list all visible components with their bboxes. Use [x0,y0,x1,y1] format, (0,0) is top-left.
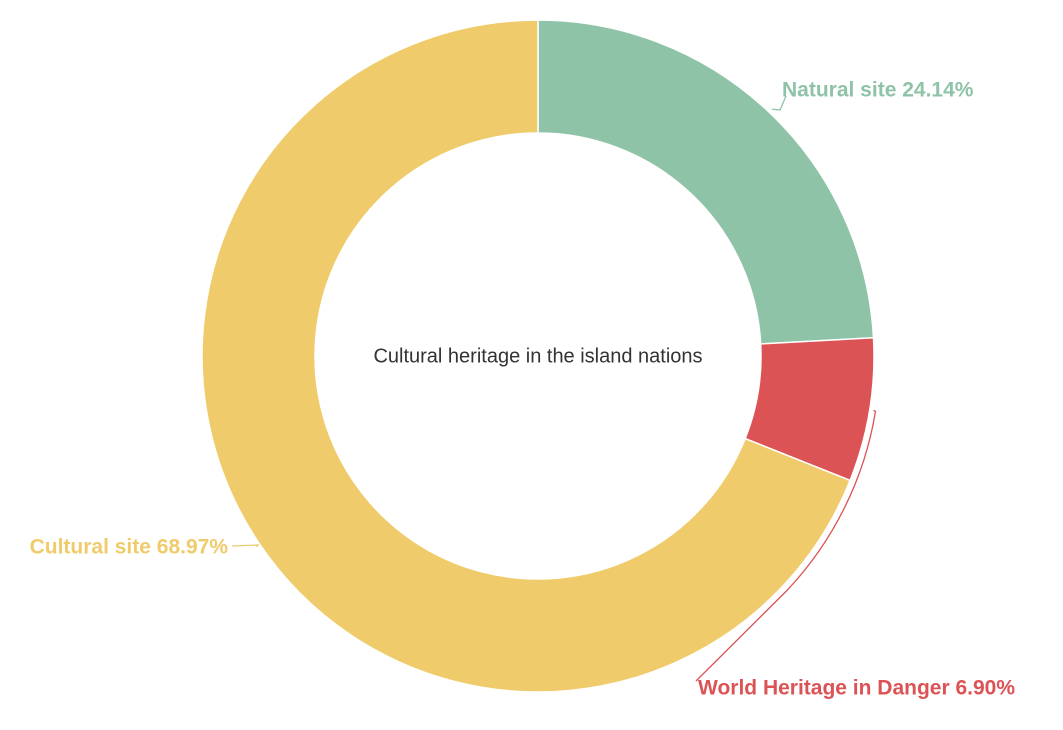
slice-label: World Heritage in Danger 6.90% [698,677,1015,700]
donut-slice-natural-site [537,19,875,345]
slice-label: Natural site 24.14% [782,79,974,102]
slice-labels-layer: Natural site 24.14% World Heritage in Dan… [30,79,1016,700]
slice-label: Cultural site 68.97% [30,536,229,559]
donut-slice-cultural-site [201,19,852,693]
chart-title: Cultural heritage in the island nations [373,345,702,367]
leader-line [231,544,260,548]
leader-line [771,95,787,111]
slices-layer [201,19,875,693]
leader-line [695,409,877,682]
leader-lines-layer [231,95,877,682]
